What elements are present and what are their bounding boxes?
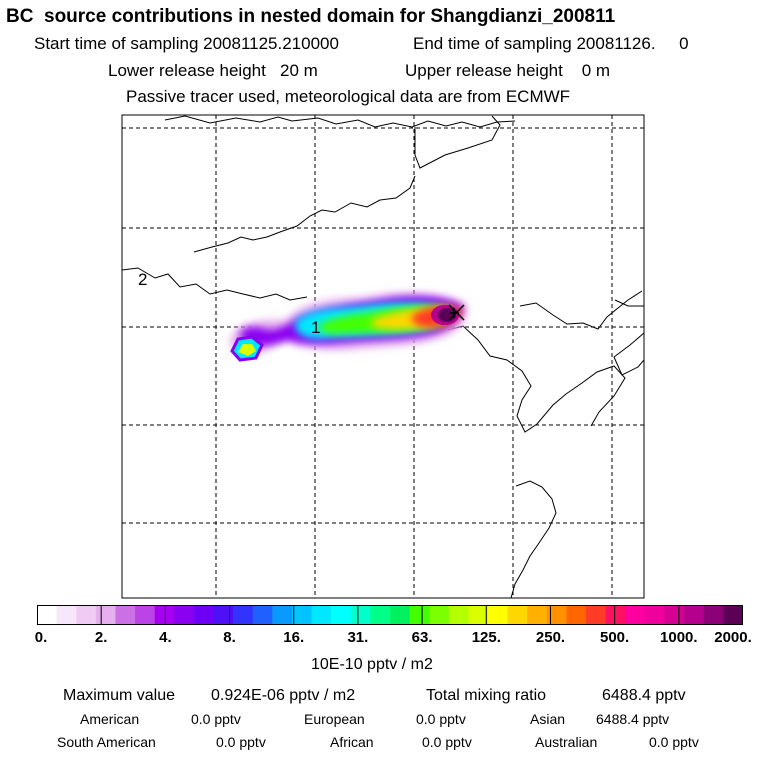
colorbar-swatch xyxy=(331,605,352,625)
colorbar-swatch xyxy=(135,605,156,625)
colorbar-swatch xyxy=(56,605,77,625)
plume-secondary-core xyxy=(238,344,256,356)
region-value: 0.0 pptv xyxy=(191,711,241,727)
marker-1: 1 xyxy=(311,318,320,337)
colorbar-tick-label: 8. xyxy=(223,629,236,646)
tracer-info: Passive tracer used, meteorological data… xyxy=(126,87,571,106)
receptor-marker xyxy=(448,304,465,321)
colorbar-swatch xyxy=(213,605,234,625)
colorbar xyxy=(37,605,743,625)
colorbar-tick-label: 31. xyxy=(347,629,369,646)
colorbar-swatch xyxy=(605,605,626,625)
region-label: Australian xyxy=(535,734,598,750)
northern-border xyxy=(164,115,516,128)
colorbar-swatch xyxy=(193,605,215,625)
region-label: European xyxy=(304,711,365,727)
colorbar-swatch xyxy=(723,605,743,625)
graticule xyxy=(122,115,644,598)
max-value-label: Maximum value xyxy=(63,687,176,704)
region-value: 6488.4 pptv xyxy=(596,711,670,727)
colorbar-swatch xyxy=(252,605,273,625)
region-label: American xyxy=(80,711,140,727)
colorbar-tick-label: 125. xyxy=(471,629,501,646)
colorbar-swatch xyxy=(664,605,685,625)
colorbar-swatch xyxy=(154,605,175,625)
borders-and-coastlines xyxy=(122,115,644,598)
map-panel: 1 2 xyxy=(121,114,645,599)
region-value: 0.0 pptv xyxy=(216,734,266,750)
marker-2: 2 xyxy=(138,270,147,289)
colorbar-tick-label: 2000. xyxy=(714,629,752,646)
colorbar-swatch xyxy=(684,605,705,625)
colorbar-tick-label: 1000. xyxy=(660,629,698,646)
colorbar-tick-label: 63. xyxy=(411,629,433,646)
sampling-end-time: End time of sampling 20081126. 0 xyxy=(413,34,689,53)
region-label: African xyxy=(330,734,374,750)
colorbar-frame xyxy=(37,605,743,625)
total-mixing-value: 6488.4 pptv xyxy=(602,687,686,704)
colorbar-swatch xyxy=(115,605,136,625)
colorbar-swatch xyxy=(291,605,313,625)
colorbar-tick-label: 0. xyxy=(34,629,48,646)
colorbar-tick-label: 2. xyxy=(94,629,108,646)
coastline-korea xyxy=(613,332,644,376)
region-value: 0.0 pptv xyxy=(422,734,472,750)
colorbar-tick-label: 250. xyxy=(535,629,566,646)
colorbar-swatch xyxy=(527,605,548,625)
colorbar-tick-label: 500. xyxy=(599,629,630,646)
colorbar-swatch xyxy=(703,605,724,625)
colorbar-swatch xyxy=(76,605,97,625)
border-segment xyxy=(122,267,308,301)
upper-release-height: Upper release height 0 m xyxy=(405,61,611,80)
colorbar-swatch xyxy=(586,605,607,625)
colorbar-swatch xyxy=(390,605,411,625)
colorbar-swatch xyxy=(566,605,587,625)
colorbar-swatch xyxy=(233,605,254,625)
colorbar-tick-label: 4. xyxy=(159,629,172,646)
colorbar-swatch xyxy=(311,605,332,625)
colorbar-swatch xyxy=(468,605,489,625)
max-value: 0.924E-06 pptv / m2 xyxy=(211,687,356,704)
colorbar-swatch xyxy=(95,605,117,625)
colorbar-unit: 10E-10 pptv / m2 xyxy=(311,656,433,673)
plot-title: BC source contributions in nested domain… xyxy=(6,6,616,27)
colorbar-swatch xyxy=(370,605,391,625)
border-segment xyxy=(193,175,416,253)
colorbar-swatch xyxy=(272,605,293,625)
colorbar-swatch xyxy=(429,605,450,625)
map-frame xyxy=(121,114,645,599)
region-label: South American xyxy=(57,734,156,750)
colorbar-swatch xyxy=(625,605,646,625)
region-label: Asian xyxy=(530,711,566,727)
colorbar-swatch xyxy=(174,605,195,625)
colorbar-swatch xyxy=(37,605,58,625)
colorbar-tick-label: 16. xyxy=(283,629,305,646)
colorbar-swatch xyxy=(448,605,470,625)
region-value: 0.0 pptv xyxy=(649,734,699,750)
colorbar-swatch xyxy=(546,605,568,625)
colorbar-swatch xyxy=(409,605,430,625)
colorbar-swatch xyxy=(350,605,371,625)
coastline-jiangsu xyxy=(510,480,557,598)
coastline-bohai xyxy=(447,325,626,433)
lower-release-height: Lower release height 20 m xyxy=(108,61,318,80)
total-mixing-label: Total mixing ratio xyxy=(426,687,547,704)
region-value: 0.0 pptv xyxy=(416,711,466,727)
colorbar-swatch xyxy=(488,605,509,625)
colorbar-swatch xyxy=(507,605,528,625)
colorbar-swatch xyxy=(644,605,666,625)
border-segment xyxy=(414,115,501,169)
sampling-start-time: Start time of sampling 20081125.210000 xyxy=(34,34,339,53)
concentration-plume xyxy=(230,292,467,362)
border-segment xyxy=(614,299,644,307)
